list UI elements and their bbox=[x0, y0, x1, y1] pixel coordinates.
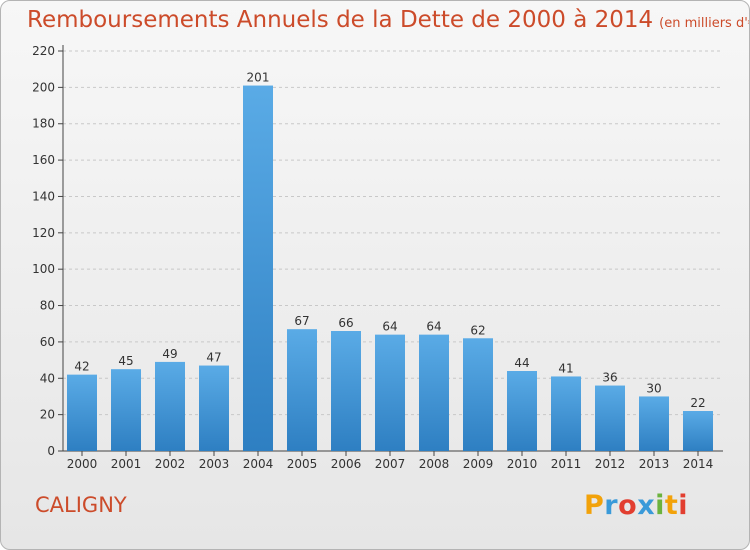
logo-letter: o bbox=[618, 490, 638, 521]
y-tick-label: 120 bbox=[32, 226, 55, 240]
chart-title-text: Remboursements Annuels de la Dette de 20… bbox=[27, 7, 654, 33]
x-tick-label: 2002 bbox=[155, 457, 186, 471]
bar bbox=[683, 411, 713, 451]
bar-value-label: 47 bbox=[206, 351, 221, 365]
bar bbox=[639, 396, 669, 451]
logo-letter: t bbox=[664, 490, 679, 521]
y-tick-label: 20 bbox=[40, 408, 55, 422]
logo-letter: x bbox=[637, 490, 656, 521]
chart-unit-note: (en milliers d'€) bbox=[659, 16, 749, 31]
bar-value-label: 49 bbox=[162, 347, 177, 361]
bar bbox=[595, 385, 625, 451]
logo-letter: i bbox=[655, 490, 665, 521]
x-tick-label: 2007 bbox=[375, 457, 406, 471]
bar bbox=[507, 371, 537, 451]
x-tick-label: 2012 bbox=[595, 457, 626, 471]
x-tick-label: 2013 bbox=[639, 457, 670, 471]
logo-letter: i bbox=[678, 490, 689, 521]
logo-letter: r bbox=[604, 490, 619, 521]
bar-value-label: 64 bbox=[382, 320, 397, 334]
bar bbox=[67, 374, 97, 451]
bar-value-label: 45 bbox=[118, 354, 133, 368]
y-tick-label: 100 bbox=[32, 262, 55, 276]
x-tick-label: 2003 bbox=[199, 457, 230, 471]
y-tick-label: 220 bbox=[32, 44, 55, 58]
x-tick-label: 2008 bbox=[419, 457, 450, 471]
y-tick-label: 140 bbox=[32, 189, 55, 203]
y-tick-label: 200 bbox=[32, 80, 55, 94]
logo-letter: P bbox=[584, 490, 605, 521]
y-tick-label: 60 bbox=[40, 335, 55, 349]
proxiti-logo: Proxiti bbox=[584, 490, 688, 521]
bar bbox=[419, 334, 449, 451]
bar bbox=[155, 361, 185, 451]
bar-value-label: 41 bbox=[558, 361, 573, 375]
bar bbox=[287, 329, 317, 451]
bar-value-label: 67 bbox=[294, 314, 309, 328]
x-tick-label: 2009 bbox=[463, 457, 494, 471]
bar bbox=[463, 338, 493, 451]
x-tick-label: 2001 bbox=[111, 457, 142, 471]
bar bbox=[199, 365, 229, 451]
x-tick-label: 2011 bbox=[551, 457, 582, 471]
bar-value-label: 42 bbox=[74, 360, 89, 374]
bar-value-label: 64 bbox=[426, 320, 441, 334]
bar bbox=[551, 376, 581, 451]
bar-value-label: 30 bbox=[646, 381, 661, 395]
x-tick-label: 2006 bbox=[331, 457, 362, 471]
bar-value-label: 62 bbox=[470, 323, 485, 337]
x-tick-label: 2000 bbox=[67, 457, 98, 471]
y-tick-label: 160 bbox=[32, 153, 55, 167]
x-tick-label: 2005 bbox=[287, 457, 318, 471]
bar-value-label: 44 bbox=[514, 356, 529, 370]
bar bbox=[243, 85, 273, 451]
x-tick-label: 2004 bbox=[243, 457, 274, 471]
y-tick-label: 180 bbox=[32, 117, 55, 131]
commune-name: CALIGNY bbox=[35, 493, 127, 517]
bar-value-label: 22 bbox=[690, 396, 705, 410]
y-tick-label: 80 bbox=[40, 299, 55, 313]
x-tick-label: 2014 bbox=[683, 457, 714, 471]
bar-value-label: 66 bbox=[338, 316, 353, 330]
bar-value-label: 36 bbox=[602, 371, 617, 385]
bar bbox=[111, 369, 141, 451]
x-tick-label: 2010 bbox=[507, 457, 538, 471]
y-tick-label: 0 bbox=[47, 444, 55, 458]
bar-value-label: 201 bbox=[247, 71, 270, 85]
bar bbox=[375, 334, 405, 451]
bar bbox=[331, 331, 361, 451]
chart-title: Remboursements Annuels de la Dette de 20… bbox=[27, 7, 749, 33]
y-tick-label: 40 bbox=[40, 371, 55, 385]
